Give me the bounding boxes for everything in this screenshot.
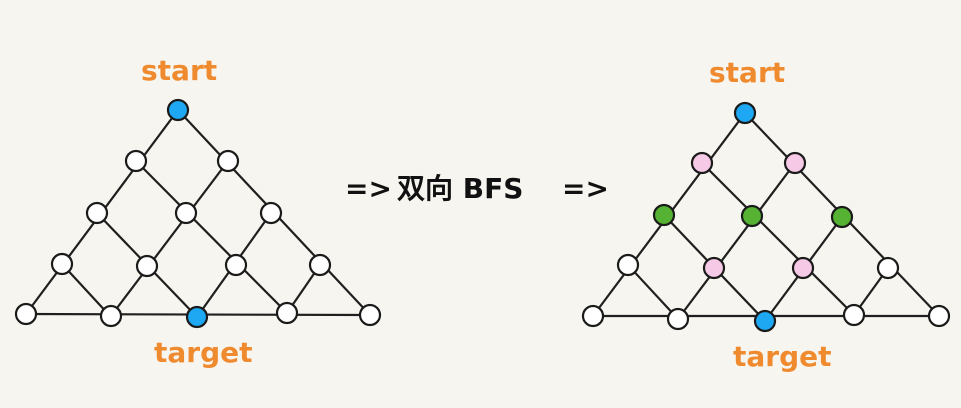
right-node xyxy=(616,253,640,277)
right-triangle-diagram: start target xyxy=(581,56,951,373)
right-target-label: target xyxy=(733,340,832,373)
right-pink-node xyxy=(702,256,726,280)
left-target-label: target xyxy=(154,336,253,369)
left-node xyxy=(174,201,198,225)
right-node xyxy=(666,307,690,331)
right-node xyxy=(876,256,900,280)
right-edges xyxy=(591,111,941,323)
right-start-label: start xyxy=(709,56,785,89)
right-target-node xyxy=(753,309,777,333)
left-start-node xyxy=(166,98,190,122)
left-node xyxy=(14,302,38,326)
right-pink-node xyxy=(690,151,714,175)
right-pink-node xyxy=(783,151,807,175)
left-arrow-text: => xyxy=(345,172,392,205)
left-node xyxy=(308,253,332,277)
middle-bfs-text: 双向 BFS xyxy=(397,172,523,205)
left-start-label: start xyxy=(141,54,217,87)
right-green-node xyxy=(740,204,764,228)
left-node xyxy=(275,301,299,325)
right-node xyxy=(927,304,951,328)
right-green-node xyxy=(830,205,854,229)
middle-arrow-text-group: => 双向 BFS => xyxy=(345,172,609,205)
left-node xyxy=(85,201,109,225)
right-nodes xyxy=(581,101,951,333)
left-node xyxy=(216,149,240,173)
right-arrow-text: => xyxy=(562,172,609,205)
right-green-node xyxy=(652,203,676,227)
right-start-node xyxy=(733,101,757,125)
left-node xyxy=(358,303,382,327)
right-node xyxy=(842,303,866,327)
left-node xyxy=(224,253,248,277)
left-triangle-diagram: start target xyxy=(14,54,382,369)
left-edges xyxy=(24,108,372,319)
left-node xyxy=(259,201,283,225)
left-node xyxy=(50,252,74,276)
right-node xyxy=(581,304,605,328)
left-node xyxy=(135,254,159,278)
left-node xyxy=(124,149,148,173)
left-target-node xyxy=(185,305,209,329)
right-pink-node xyxy=(791,256,815,280)
left-nodes xyxy=(14,98,382,329)
left-node xyxy=(99,304,123,328)
